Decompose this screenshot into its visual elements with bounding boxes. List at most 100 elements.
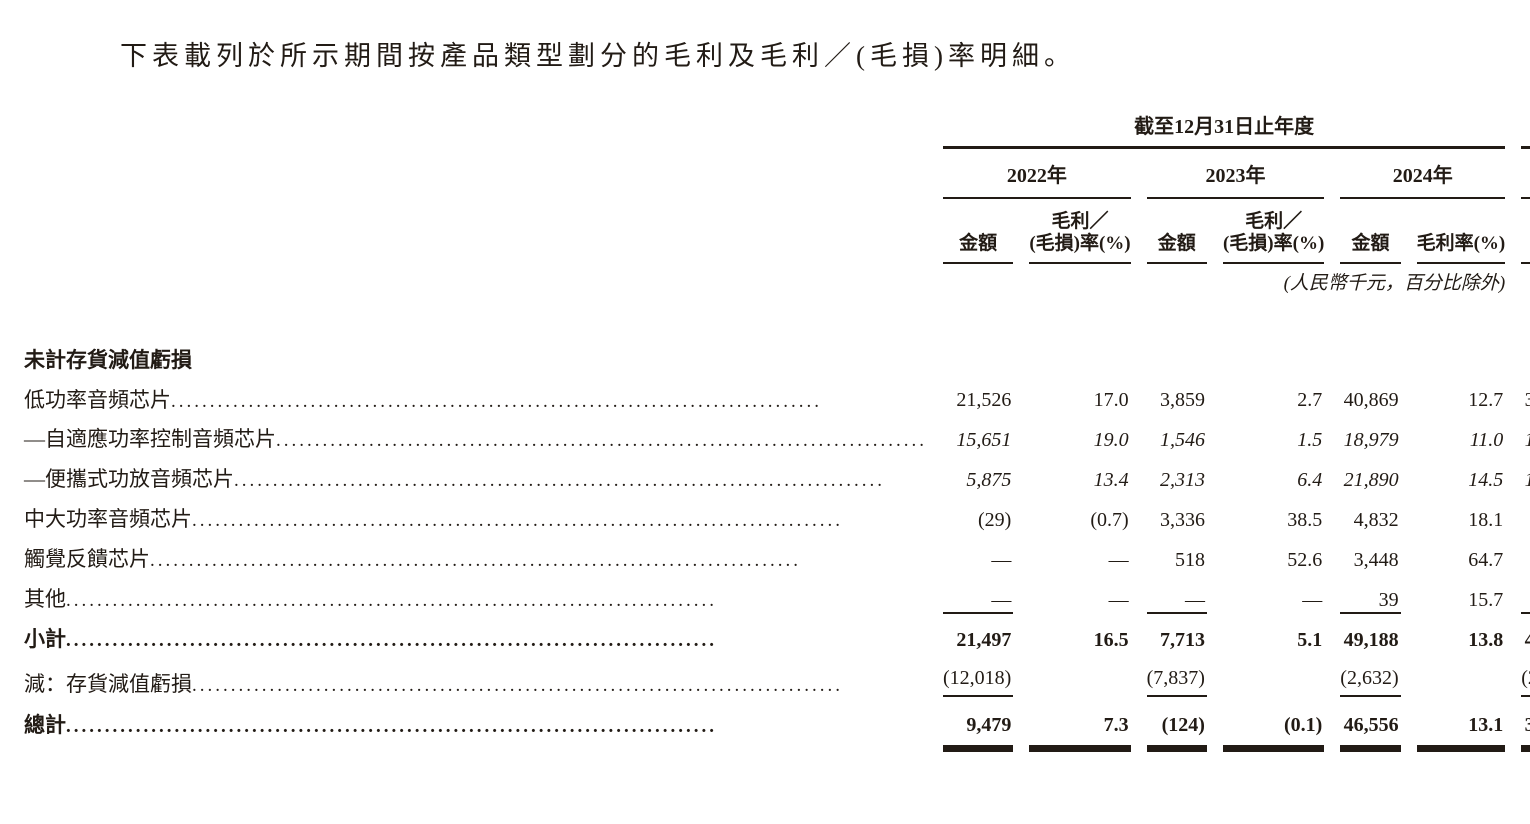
double-rule <box>943 745 1014 753</box>
row-label: 其他 <box>24 572 927 612</box>
table-cell: — <box>991 588 1012 611</box>
table-cell: 1.5 <box>1297 429 1323 452</box>
col-header-line1: 毛利／ <box>1245 211 1303 232</box>
table-row: —便攜式功放音頻芯片 5,875 13.4 2,313 6.4 21,890 14.5 19,… <box>24 452 1530 492</box>
row-label-text: 低功率音頻芯片 <box>24 387 171 412</box>
table-cell <box>1340 322 1400 372</box>
double-rule <box>1340 745 1401 753</box>
table-cell: 2.7 <box>1297 389 1323 412</box>
table-cell: (124) <box>1161 714 1205 737</box>
table-row: 小計21,49716.57,7135.149,18813.841,33014.3… <box>24 611 1530 652</box>
table-cell: 12.7 <box>1468 389 1504 412</box>
table-row: 低功率音頻芯片 21,526 17.0 3,859 2.7 40,869 12.7 32,34… <box>24 373 1530 413</box>
table-cell: 21,497 <box>943 611 1014 652</box>
table-cell: 7,713 <box>1146 611 1207 652</box>
table-cell <box>1417 652 1506 697</box>
row-label: —便攜式功放音頻芯片 <box>24 452 927 492</box>
table-row: 減：存貨減值虧損(12,018)(7,837)(2,632)(2,509)(1,… <box>24 652 1530 697</box>
table-cell: (0.1) <box>1283 714 1323 737</box>
year-header-2024-10m: 2024年 <box>1521 149 1530 199</box>
unaudited-note-row: (未經審計) <box>24 295 1530 323</box>
table-cell: — <box>1184 588 1205 611</box>
col-header-line2: (毛損)率(%) <box>1222 232 1325 254</box>
table-cell: 32,342 <box>1524 389 1530 412</box>
row-label: 未計存貨減值虧損 <box>24 322 927 372</box>
row-label: —自適應功率控制音頻芯片 <box>24 412 927 452</box>
row-label-text: —便攜式功放音頻芯片 <box>24 467 234 492</box>
table-cell: — <box>991 548 1012 571</box>
spacer-cell <box>24 149 927 199</box>
table-cell: — <box>1108 548 1129 571</box>
table-cell: 39 <box>1378 588 1399 611</box>
table-cell: 11.0 <box>1469 429 1504 452</box>
table-cell <box>1223 322 1324 372</box>
spacer-cell <box>24 264 927 295</box>
col-header-line1: 毛利／ <box>1051 211 1109 232</box>
row-label: 減：存貨減值虧損 <box>24 652 927 697</box>
col-header-gp-loss-rate: 毛利／ (毛損)率(%) <box>1222 199 1325 264</box>
unaudited-note: (未經審計) <box>1521 295 1530 323</box>
table-cell: 18,979 <box>1343 429 1399 452</box>
table-cell: 1,546 <box>1159 429 1205 452</box>
table-cell: — <box>1302 588 1323 611</box>
table-cell <box>1029 322 1130 372</box>
year-header-2022: 2022年 <box>943 149 1131 199</box>
table-cell: 46,556 <box>1343 714 1399 737</box>
table-cell: 41,330 <box>1521 611 1530 652</box>
table-cell: (12,018) <box>943 652 1014 697</box>
spacer-cell <box>24 295 927 323</box>
row-label: 小計 <box>24 612 927 652</box>
spacer-cell <box>24 745 927 752</box>
table-cell: 2,313 <box>1159 469 1205 492</box>
double-rule <box>1222 745 1325 753</box>
col-header-amount: 金額 <box>943 199 1014 264</box>
dot-leader <box>66 630 927 652</box>
table-cell: 49,188 <box>1340 611 1401 652</box>
table-cell: (7,837) <box>1146 652 1207 697</box>
table-cell: 5.1 <box>1297 628 1323 651</box>
table-cell: (2,632) <box>1340 652 1401 697</box>
table-cell: 3,336 <box>1159 508 1205 531</box>
table-cell: 3,448 <box>1353 548 1399 571</box>
dot-leader <box>66 716 927 738</box>
row-label: 中大功率音頻芯片 <box>24 492 927 532</box>
dot-leader <box>192 675 927 697</box>
table-cell: 21,890 <box>1343 469 1399 492</box>
table-cell: 5,875 <box>966 469 1012 492</box>
year-header-2024: 2024年 <box>1340 149 1506 199</box>
table-cell <box>1147 322 1207 372</box>
row-label-text: 減：存貨減值虧損 <box>24 671 192 696</box>
table-row: 中大功率音頻芯片 (29) (0.7) 3,336 38.5 4,832 18.1 6,167… <box>24 492 1530 532</box>
table-cell: 2,789 <box>1521 532 1530 572</box>
table-cell: 19,860 <box>1521 452 1530 492</box>
table-row: 觸覺反饋芯片——51852.63,44864.72,78965.22,32362… <box>24 532 1530 572</box>
table-cell: — <box>1108 588 1129 611</box>
table-cell: 17.0 <box>1093 389 1129 412</box>
table-cell <box>1521 322 1530 372</box>
double-rule <box>1416 745 1506 753</box>
dot-leader <box>276 430 927 452</box>
table-cell <box>1029 652 1130 697</box>
col-header-amount: 金額 <box>1340 199 1401 264</box>
spacer-cell <box>943 295 1505 323</box>
dot-leader <box>66 590 927 612</box>
table-row: 總計9,4797.3(124)(0.1)46,55613.138,82113.4… <box>24 697 1530 746</box>
table-cell: 13.8 <box>1468 628 1504 651</box>
table-cell <box>1417 322 1506 372</box>
table-cell: (2,509) <box>1521 652 1530 697</box>
double-rule <box>1521 745 1530 753</box>
table-cell: 13.1 <box>1468 714 1504 737</box>
double-rule <box>1029 745 1131 753</box>
spacer-cell <box>24 199 927 264</box>
row-label-text: 總計 <box>24 712 66 737</box>
table-row: 未計存貨減值虧損 <box>24 322 1530 372</box>
table-cell: 12,482 <box>1521 412 1530 452</box>
dot-leader <box>234 470 927 492</box>
year-header-row: 2022年 2023年 2024年 2024年 2025年 <box>24 149 1530 199</box>
table-cell: 40,869 <box>1343 389 1399 412</box>
row-label-text: —自適應功率控制音頻芯片 <box>24 427 276 452</box>
col-header-amount: 金額 <box>1146 199 1207 264</box>
group-header-ten-months: 截至10月31日止十個月 <box>1521 116 1530 149</box>
table-cell <box>943 322 1013 372</box>
